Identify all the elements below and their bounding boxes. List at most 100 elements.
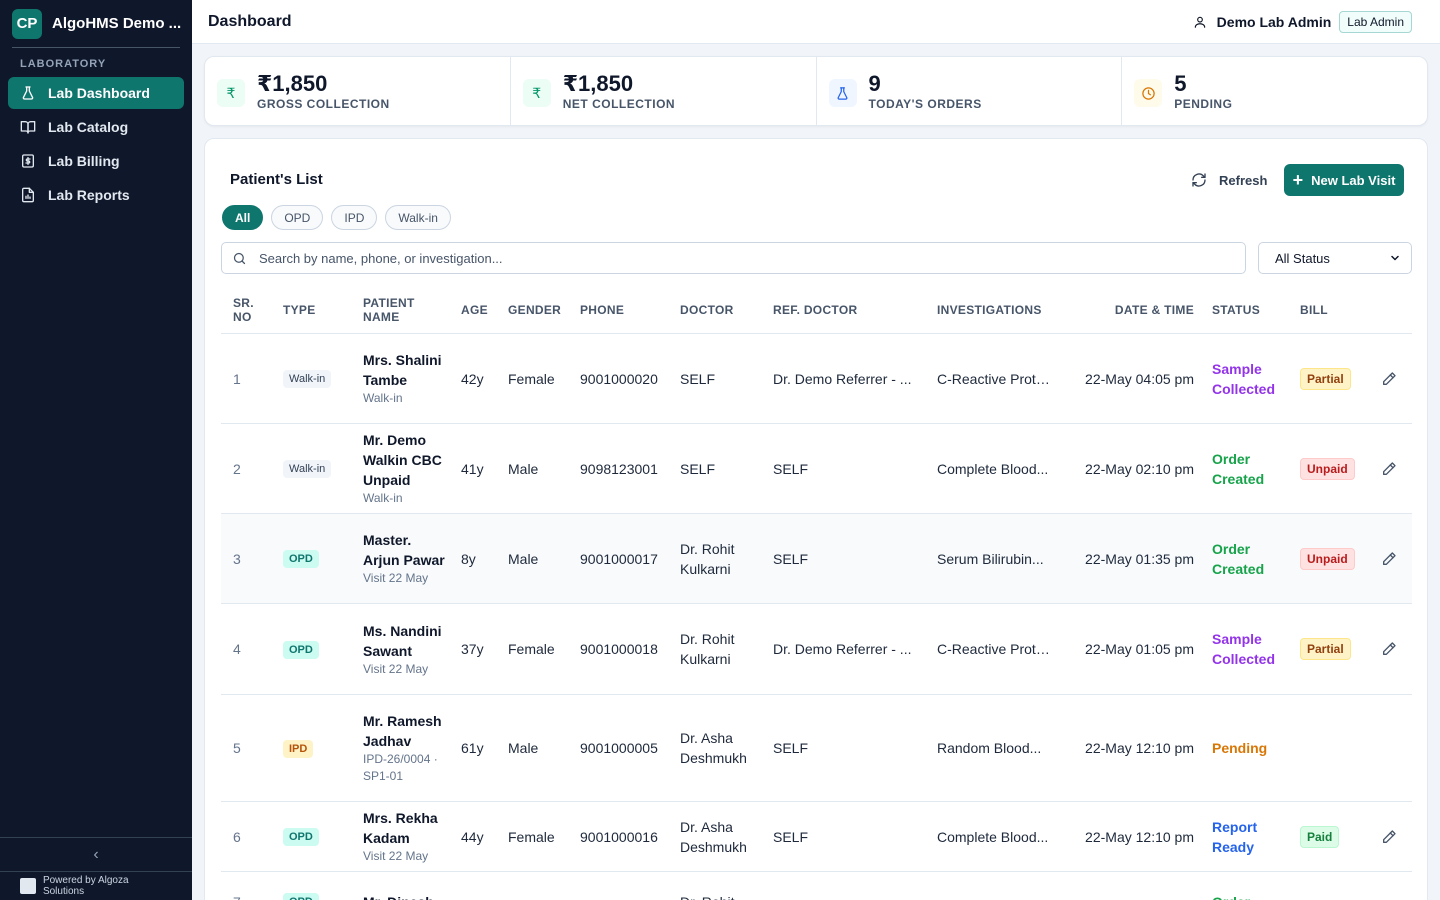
table-row[interactable]: 4 OPD Ms. Nandini Sawant Visit 22 May 37…: [221, 604, 1412, 695]
cell-sr-no: 5: [233, 740, 241, 756]
table-row[interactable]: 7 OPD Mr. Dinesh Dr. Rohit Order: [221, 872, 1412, 900]
cell-patient-name[interactable]: Ms. Nandini Sawant Visit 22 May: [357, 621, 455, 678]
cell-ref-doctor: Dr. Demo Referrer - ...: [773, 641, 912, 657]
type-filters: All OPD IPD Walk-in: [222, 205, 459, 230]
status-text: Sample Collected: [1212, 360, 1276, 397]
filter-chip-walk-in[interactable]: Walk-in: [385, 205, 451, 230]
patient-name: Master. Arjun Pawar: [363, 532, 445, 568]
cell-actions: [1366, 551, 1412, 567]
cell-phone: 9001000017: [580, 550, 658, 567]
cell-sr-no: 2: [233, 460, 241, 477]
cell-status: Pending: [1206, 738, 1294, 758]
brand[interactable]: CP AlgoHMS Demo ...: [12, 0, 181, 48]
type-badge: Walk-in: [283, 370, 332, 388]
col-sr-no[interactable]: SR. NO: [233, 296, 254, 324]
cell-ref-doctor: SELF: [773, 460, 809, 477]
cell-sr-no: 3: [233, 550, 241, 567]
cell-phone: 9001000018: [580, 641, 658, 657]
edit-icon[interactable]: [1381, 641, 1397, 657]
cell-age: 37y: [461, 641, 484, 657]
edit-icon[interactable]: [1381, 371, 1397, 387]
cell-phone: 9098123001: [580, 460, 658, 477]
cell-sr-no: 7: [221, 894, 277, 900]
cell-actions: [1366, 829, 1412, 845]
cell-status: Order Created: [1206, 539, 1294, 579]
cell-patient-name[interactable]: Mr. Demo Walkin CBC Unpaid Walk-in: [357, 430, 455, 507]
type-badge: IPD: [283, 739, 314, 758]
stat-net-collection: ₹ ₹1,850 NET COLLECTION: [511, 57, 817, 125]
nav-section-title: LABORATORY: [20, 58, 107, 70]
col-type[interactable]: TYPE: [283, 303, 316, 317]
user-icon: [1194, 16, 1205, 28]
book-icon: [20, 121, 36, 134]
table-row[interactable]: 3 OPD Master. Arjun Pawar Visit 22 May 8…: [221, 514, 1412, 604]
cell-gender: Female: [508, 641, 555, 657]
patient-name: Mrs. Rekha Kadam: [363, 810, 438, 846]
cell-patient-name[interactable]: Master. Arjun Pawar Visit 22 May: [357, 530, 455, 587]
cell-ref-doctor: SELF: [773, 550, 809, 567]
cell-bill: Unpaid: [1294, 547, 1366, 570]
col-status[interactable]: STATUS: [1212, 303, 1261, 317]
col-ref-doctor[interactable]: REF. DOCTOR: [773, 303, 858, 317]
type-badge: Walk-in: [283, 460, 332, 478]
filter-chip-opd[interactable]: OPD: [271, 205, 324, 230]
col-age[interactable]: AGE: [461, 303, 488, 317]
cell-patient-name[interactable]: Mrs. Shalini Tambe Walk-in: [357, 350, 455, 407]
search-box[interactable]: [221, 242, 1246, 274]
table-row[interactable]: 6 OPD Mrs. Rekha Kadam Visit 22 May 44y …: [221, 802, 1412, 872]
sidebar-item-lab-dashboard[interactable]: Lab Dashboard: [8, 77, 184, 109]
user-menu[interactable]: Demo Lab Admin Lab Admin: [1193, 10, 1412, 33]
filter-chip-ipd[interactable]: IPD: [331, 205, 378, 230]
stat-value: 5: [1174, 71, 1187, 96]
cell-patient-name[interactable]: Mr. Ramesh Jadhav IPD-26/0004 · SP1-01: [357, 711, 455, 785]
cell-patient-name[interactable]: Mr. Dinesh: [357, 892, 455, 900]
cell-bill: Paid: [1294, 825, 1366, 848]
sidebar-item-lab-reports[interactable]: Lab Reports: [8, 179, 184, 211]
table-row[interactable]: 2 Walk-in Mr. Demo Walkin CBC Unpaid Wal…: [221, 424, 1412, 514]
cell-date-time: 22-May 01:35 pm: [1085, 550, 1194, 567]
cell-bill: Partial: [1294, 367, 1366, 390]
cell-ref-doctor: Dr. Demo Referrer - ...: [773, 370, 912, 387]
cell-phone: 9001000005: [580, 740, 658, 756]
col-patient-name[interactable]: PATIENT NAME: [363, 296, 415, 324]
col-date-time[interactable]: DATE & TIME: [1114, 303, 1194, 317]
stats-bar: ₹ ₹1,850 GROSS COLLECTION ₹ ₹1,850 NET C…: [204, 56, 1428, 126]
table-row[interactable]: 1 Walk-in Mrs. Shalini Tambe Walk-in 42y…: [221, 334, 1412, 424]
cell-patient-name[interactable]: Mrs. Rekha Kadam Visit 22 May: [357, 808, 455, 865]
stat-value: ₹1,850: [257, 71, 328, 96]
rupee-icon: ₹: [217, 79, 245, 107]
col-gender[interactable]: GENDER: [508, 303, 562, 317]
col-doctor[interactable]: DOCTOR: [680, 303, 734, 317]
cell-investigations: C-Reactive Prote...: [937, 370, 1056, 387]
sidebar-item-lab-billing[interactable]: Lab Billing: [8, 145, 184, 177]
collapse-sidebar-button[interactable]: ‹: [0, 838, 192, 872]
sidebar-item-lab-catalog[interactable]: Lab Catalog: [8, 111, 184, 143]
stat-label: PENDING: [1174, 97, 1233, 111]
edit-icon[interactable]: [1381, 829, 1397, 845]
patient-visit-info: Visit 22 May: [363, 571, 429, 585]
stat-gross-collection: ₹ ₹1,850 GROSS COLLECTION: [205, 57, 511, 125]
new-lab-visit-button[interactable]: + New Lab Visit: [1284, 164, 1404, 196]
search-input[interactable]: [259, 250, 1235, 266]
sidebar-item-label: Lab Catalog: [48, 119, 129, 135]
col-phone[interactable]: PHONE: [580, 303, 625, 317]
col-bill[interactable]: BILL: [1300, 303, 1328, 317]
cell-type: OPD: [277, 827, 357, 846]
cell-age: 44y: [461, 828, 484, 845]
table-row[interactable]: 5 IPD Mr. Ramesh Jadhav IPD-26/0004 · SP…: [221, 695, 1412, 802]
refresh-button[interactable]: Refresh: [1185, 164, 1273, 196]
type-badge: OPD: [283, 828, 319, 846]
cell-investigations: Random Blood...: [937, 740, 1042, 756]
sidebar-item-label: Lab Billing: [48, 153, 120, 169]
col-investigations[interactable]: INVESTIGATIONS: [937, 303, 1042, 317]
cell-doctor: Dr. Rohit: [674, 892, 767, 900]
status-filter-select[interactable]: All Status: [1258, 242, 1412, 274]
status-text: Pending: [1212, 740, 1268, 756]
cell-sr-no: 1: [233, 370, 241, 387]
filter-chip-all[interactable]: All: [222, 205, 264, 230]
cell-phone: 9001000016: [580, 828, 658, 845]
edit-icon[interactable]: [1381, 461, 1397, 477]
cell-gender: Male: [508, 460, 539, 477]
refresh-icon: [1192, 173, 1206, 187]
edit-icon[interactable]: [1381, 551, 1397, 567]
